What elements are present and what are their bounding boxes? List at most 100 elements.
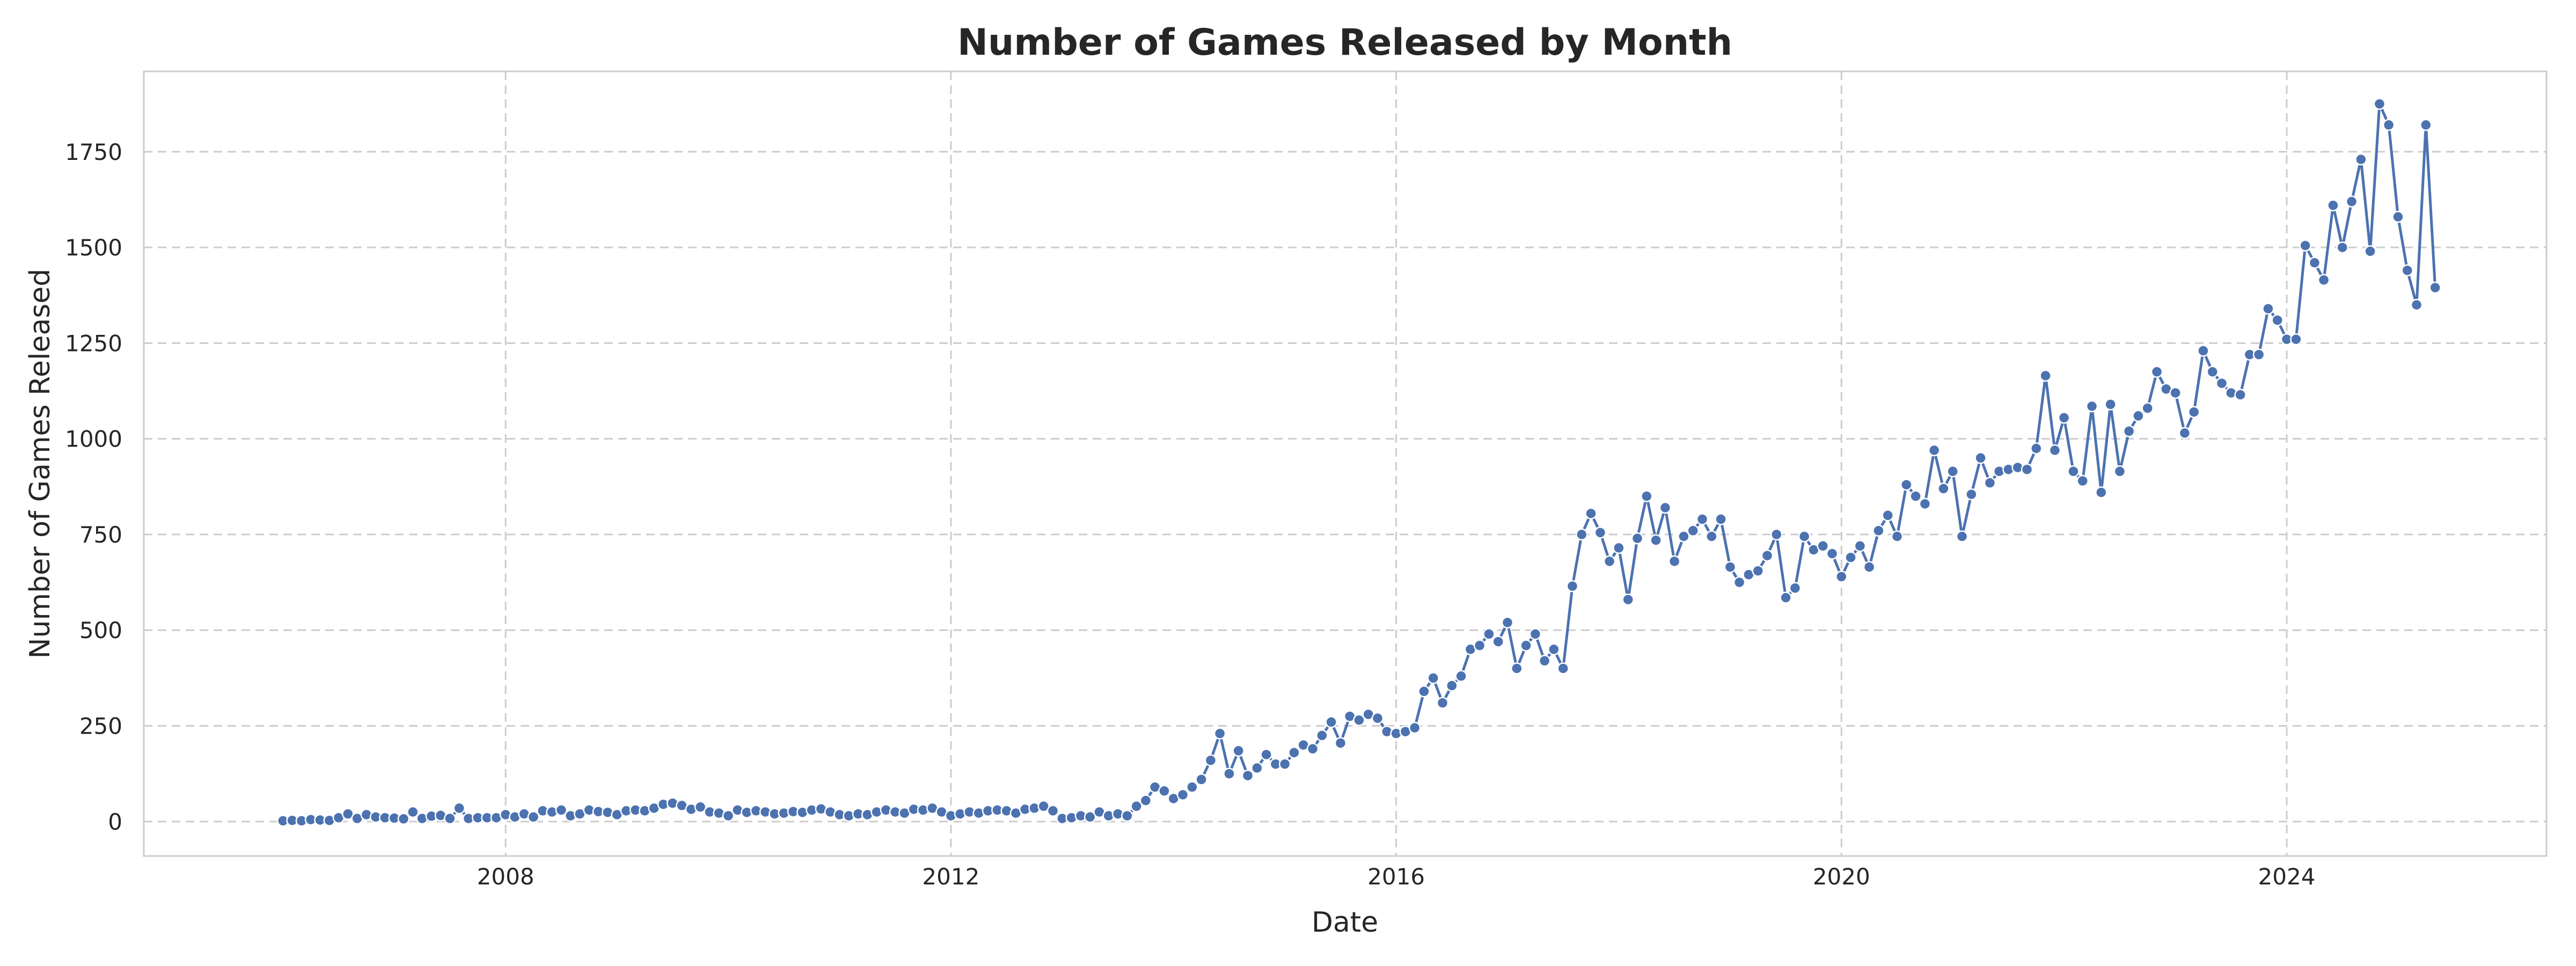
x-axis-label: Date: [1312, 906, 1378, 939]
data-point: [1520, 639, 1532, 652]
data-point: [1436, 697, 1449, 709]
data-point: [2336, 241, 2348, 254]
data-point: [1631, 532, 1644, 545]
data-point: [1752, 565, 1764, 577]
data-point: [1984, 477, 1996, 489]
data-point: [1455, 670, 1467, 683]
data-point: [1659, 501, 1672, 514]
data-point: [1241, 769, 1254, 782]
data-point: [1046, 804, 1059, 817]
data-point: [2262, 302, 2274, 315]
data-point: [1770, 528, 1783, 541]
data-point: [1854, 540, 1867, 552]
data-point: [2021, 463, 2033, 475]
data-point: [1371, 712, 1384, 724]
data-point: [1084, 811, 1096, 823]
x-tick-label: 2016: [1367, 863, 1425, 890]
data-point: [1186, 781, 1198, 793]
data-point: [453, 802, 465, 815]
y-tick-label: 1750: [65, 139, 122, 165]
y-tick-label: 0: [108, 809, 122, 835]
data-point: [1622, 593, 1634, 606]
data-point: [407, 806, 419, 818]
data-point: [2420, 119, 2432, 131]
data-point: [1232, 744, 1245, 757]
data-point: [1641, 490, 1653, 502]
data-point: [1613, 541, 1625, 554]
data-point: [1863, 561, 1876, 573]
data-point: [2234, 389, 2246, 401]
data-point: [1798, 530, 1811, 543]
data-point: [1761, 549, 1774, 562]
data-point: [2206, 365, 2219, 378]
data-point: [1724, 561, 1737, 573]
x-tick-label: 2012: [922, 863, 979, 890]
data-point: [2345, 195, 2358, 208]
data-point: [1594, 526, 1607, 539]
data-point: [1501, 616, 1514, 629]
data-point: [1733, 576, 1746, 589]
data-point: [2299, 239, 2311, 252]
data-point: [1650, 534, 1662, 546]
data-point: [1891, 530, 1904, 543]
data-point: [2150, 365, 2163, 378]
chart-title: Number of Games Released by Month: [957, 21, 1732, 64]
series-layer: [277, 98, 2441, 827]
data-point: [1316, 729, 1328, 742]
data-point: [1195, 773, 1208, 786]
x-tick-label: 2024: [2258, 863, 2316, 890]
data-point: [1706, 530, 1718, 543]
data-point: [1353, 714, 1365, 727]
data-point: [1446, 679, 1458, 692]
data-point: [1789, 582, 1802, 595]
data-point: [2187, 406, 2200, 418]
data-point: [2401, 264, 2413, 277]
data-point: [1566, 580, 1579, 592]
y-tick-label: 1250: [65, 330, 122, 356]
data-point: [1204, 754, 1217, 766]
data-point: [1158, 785, 1170, 797]
x-tick-label: 2020: [1813, 863, 1870, 890]
data-point: [2373, 98, 2386, 110]
data-point: [2030, 442, 2043, 455]
data-point: [555, 804, 568, 816]
data-point: [1418, 685, 1430, 698]
data-point: [2308, 257, 2321, 269]
data-point: [1576, 528, 1588, 541]
data-point: [1213, 727, 1226, 740]
data-point: [2039, 369, 2052, 382]
y-tick-label: 750: [79, 522, 122, 548]
data-point: [2252, 348, 2265, 361]
data-point: [2382, 119, 2395, 131]
data-point: [2104, 398, 2117, 411]
data-point: [1511, 662, 1523, 675]
data-point: [1956, 530, 1968, 543]
data-point: [2067, 465, 2080, 478]
y-axis-label: Number of Games Released: [24, 269, 56, 659]
data-point: [2076, 474, 2089, 487]
data-point: [2132, 409, 2145, 422]
data-point: [1715, 513, 1727, 525]
data-point: [1130, 800, 1143, 813]
data-point: [2410, 298, 2423, 311]
data-point: [1835, 570, 1848, 583]
data-point: [2169, 386, 2182, 399]
data-point: [1845, 551, 1857, 564]
data-point: [1872, 524, 1885, 537]
data-point: [1223, 767, 1235, 780]
data-point: [2215, 377, 2228, 390]
data-point: [1826, 547, 1839, 560]
data-point: [2123, 425, 2135, 437]
data-point: [1278, 758, 1291, 771]
data-point: [1974, 452, 1987, 464]
y-tick-label: 1500: [65, 235, 122, 261]
data-point: [527, 811, 540, 823]
data-point: [694, 801, 707, 813]
data-point: [2392, 210, 2404, 223]
data-point: [1687, 524, 1699, 537]
data-point: [1928, 444, 1941, 457]
data-point: [1557, 662, 1569, 675]
data-point: [1325, 716, 1337, 728]
